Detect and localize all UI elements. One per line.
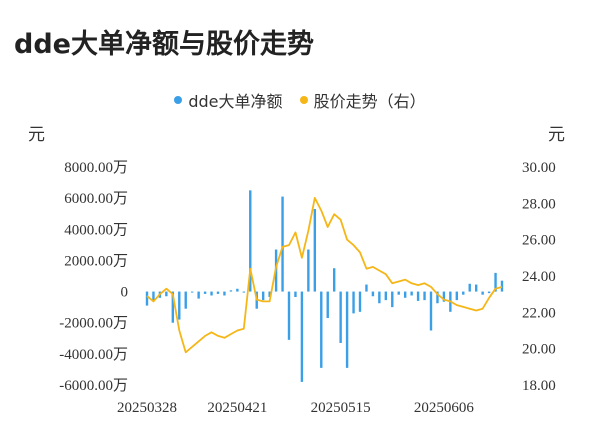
x-tick-label: 20250515 (311, 400, 371, 416)
price-line (146, 196, 503, 354)
left-tick-label: -4000.00万 (59, 347, 128, 363)
bar (462, 291, 465, 295)
legend: dde大单净额 股价走势（右） (0, 88, 600, 112)
bar (249, 190, 252, 292)
bar (474, 284, 478, 292)
bar (455, 291, 459, 301)
bar (365, 284, 368, 292)
bar (410, 291, 413, 296)
bar (190, 291, 194, 293)
right-tick-label: 22.00 (522, 305, 556, 321)
chart-title: dde大单净额与股价走势 (14, 29, 314, 60)
bar (397, 291, 400, 295)
bar (481, 291, 484, 295)
x-axis: 20250328 20250421 20250515 20250606 (117, 400, 474, 416)
bar (378, 291, 381, 304)
bar (307, 249, 310, 292)
right-tick-label: 24.00 (522, 269, 556, 285)
bar (384, 291, 388, 301)
right-axis-unit: 元 (548, 125, 565, 145)
left-axis-unit: 元 (28, 125, 45, 145)
right-tick-label: 26.00 (522, 233, 556, 249)
right-tick-label: 30.00 (522, 160, 556, 176)
bar (261, 291, 265, 301)
left-tick-label: 2000.00万 (64, 253, 128, 269)
legend-bar-label: dde大单净额 (188, 92, 283, 111)
left-tick-label: -6000.00万 (59, 378, 128, 394)
bar (268, 291, 271, 298)
bar (391, 291, 394, 308)
bar (165, 291, 168, 297)
bar (223, 291, 226, 296)
bar (229, 290, 233, 292)
bar (236, 288, 239, 292)
bar (352, 291, 355, 314)
bar (345, 291, 349, 368)
bar (242, 291, 246, 293)
legend-bar-swatch (174, 96, 183, 104)
bar (371, 291, 375, 297)
right-tick-label: 28.00 (522, 196, 556, 212)
bar (152, 291, 155, 301)
bar (358, 291, 362, 312)
bar (494, 272, 497, 292)
x-tick-label: 20250606 (414, 400, 475, 416)
left-tick-label: -2000.00万 (59, 316, 128, 332)
bar (500, 280, 504, 292)
left-tick-label: 8000.00万 (64, 160, 128, 176)
bar (294, 291, 297, 298)
bar (468, 283, 471, 292)
bar (184, 291, 187, 309)
legend-item-line[interactable]: 股价走势（右） (299, 88, 426, 112)
bar (210, 291, 213, 296)
bar (320, 291, 323, 368)
left-tick-label: 0 (121, 285, 129, 301)
left-tick-label: 4000.00万 (64, 222, 128, 238)
x-tick-label: 20250328 (117, 400, 177, 416)
bar (171, 291, 175, 323)
x-tick-label: 20250421 (207, 400, 267, 416)
bar (487, 291, 491, 294)
left-axis: 8000.00万 6000.00万 4000.00万 2000.00万 0 -2000.0… (59, 160, 128, 394)
bar (442, 291, 446, 302)
left-tick-label: 6000.00万 (64, 191, 128, 207)
bar (436, 291, 439, 304)
bar (216, 291, 220, 294)
bar (203, 291, 207, 294)
right-axis: 30.00 28.00 26.00 24.00 22.00 20.00 18.00 (522, 160, 556, 394)
bar (197, 291, 200, 299)
bar (339, 291, 342, 343)
legend-item-bar[interactable]: dde大单净额 (174, 88, 283, 112)
bar (403, 291, 407, 298)
bar (287, 291, 291, 340)
bar (281, 196, 284, 292)
bar (313, 209, 317, 292)
bar (423, 291, 426, 301)
bar (326, 291, 329, 319)
bar (416, 291, 420, 301)
bar (332, 268, 336, 292)
line-series (146, 196, 503, 354)
bar (178, 291, 181, 320)
legend-line-swatch (299, 96, 308, 104)
bar (300, 291, 304, 382)
right-tick-label: 18.00 (522, 378, 556, 394)
bar (429, 291, 433, 331)
legend-line-label: 股价走势（右） (313, 92, 426, 111)
right-tick-label: 20.00 (522, 342, 556, 358)
bar (145, 291, 149, 306)
